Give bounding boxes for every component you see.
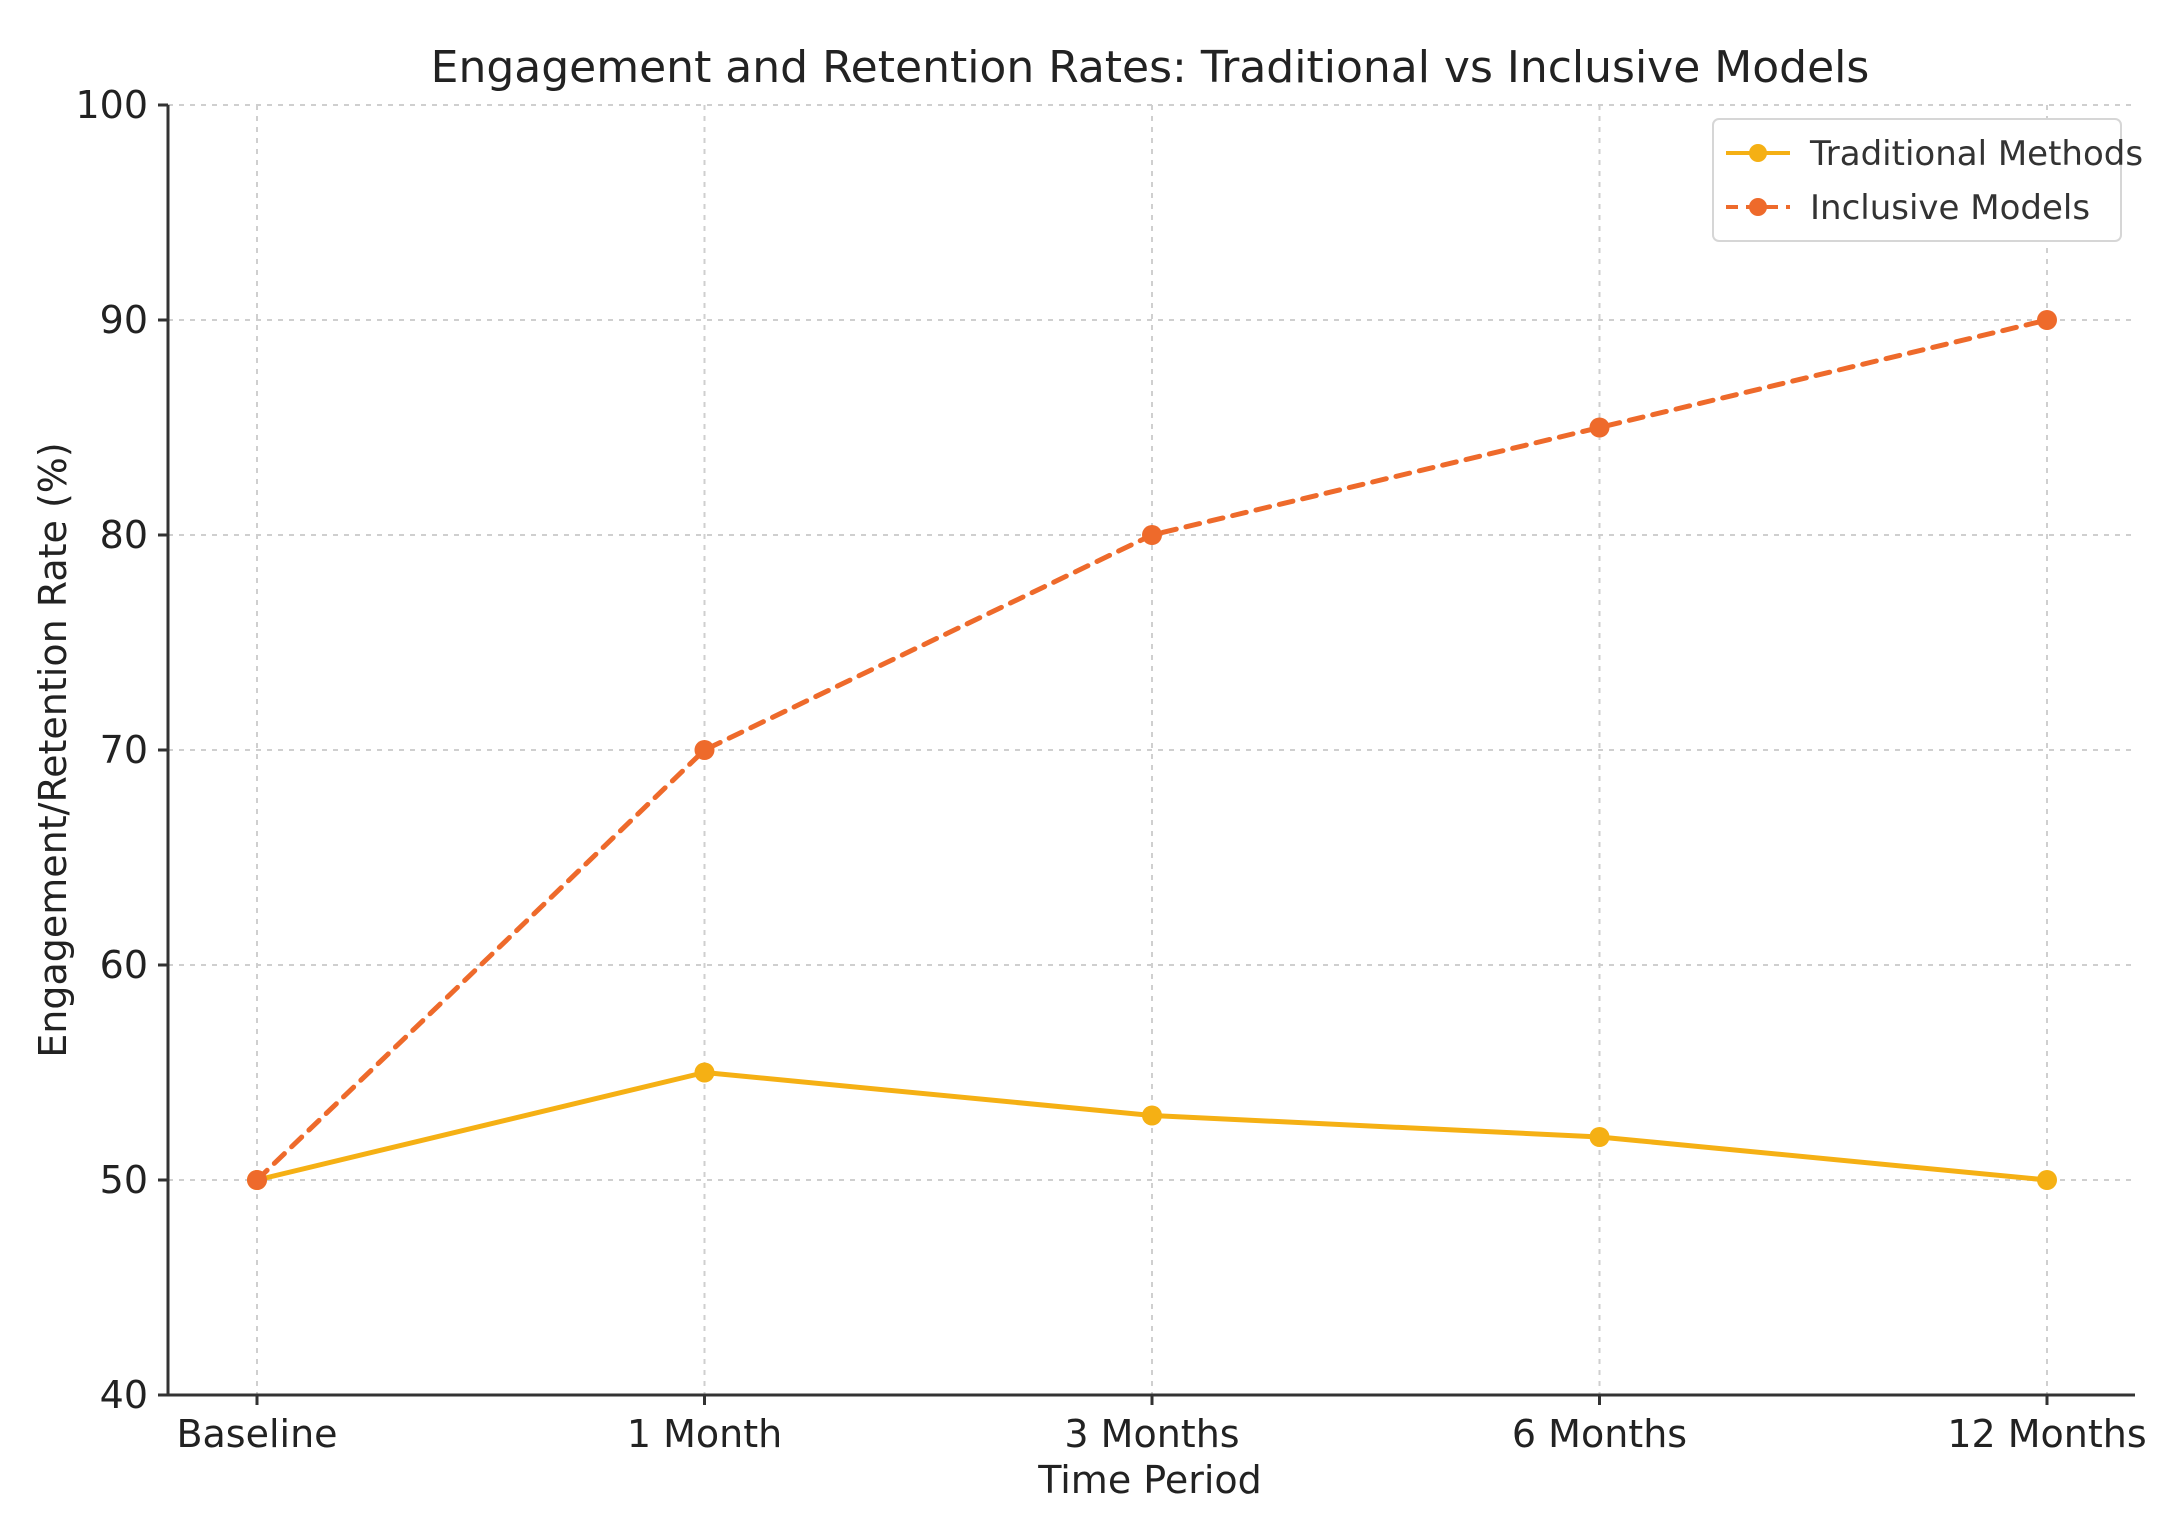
legend-label-inclusive: Inclusive Models — [1810, 188, 2090, 228]
y-tick-label: 100 — [75, 83, 148, 127]
grid — [168, 104, 2135, 1395]
legend: Traditional Methods Inclusive Models — [1712, 118, 2143, 242]
chart-title: Engagement and Retention Rates: Traditio… — [431, 42, 1870, 93]
x-tick-label: Baseline — [176, 1412, 337, 1456]
x-tick-label: 1 Month — [627, 1412, 782, 1456]
y-axis-title: Engagement/Retention Rate (%) — [31, 442, 75, 1057]
y-tick-label: 80 — [100, 513, 148, 557]
series — [247, 310, 2057, 1190]
data-point-inclusive-models — [694, 740, 715, 760]
data-point-traditional-methods — [1142, 1105, 1162, 1126]
y-tick-label: 40 — [100, 1373, 148, 1417]
legend-box — [1712, 118, 2122, 242]
x-tick-label: 6 Months — [1512, 1412, 1687, 1456]
data-point-traditional-methods — [694, 1062, 715, 1083]
data-point-traditional-methods — [2037, 1170, 2057, 1190]
y-tick-label: 50 — [100, 1158, 148, 1202]
y-tick-label: 60 — [100, 943, 148, 987]
y-tick-label: 70 — [100, 728, 148, 772]
data-point-inclusive-models — [1589, 417, 1610, 438]
data-point-inclusive-models — [1142, 525, 1162, 545]
legend-marker-inclusive — [1749, 198, 1767, 216]
data-point-inclusive-models — [2037, 310, 2057, 330]
x-axis-title: Time Period — [1037, 1458, 1262, 1502]
y-ticks: 40 50 60 70 80 90 100 — [75, 83, 168, 1417]
x-ticks: Baseline 1 Month 3 Months 6 Months 12 Months — [176, 1395, 2147, 1456]
data-point-inclusive-models — [247, 1170, 267, 1190]
data-point-traditional-methods — [1589, 1127, 1610, 1147]
x-tick-label: 3 Months — [1064, 1412, 1239, 1456]
legend-marker-traditional — [1749, 144, 1767, 162]
y-tick-label: 90 — [100, 298, 148, 342]
x-tick-label: 12 Months — [1947, 1412, 2146, 1456]
legend-label-traditional: Traditional Methods — [1809, 134, 2143, 174]
